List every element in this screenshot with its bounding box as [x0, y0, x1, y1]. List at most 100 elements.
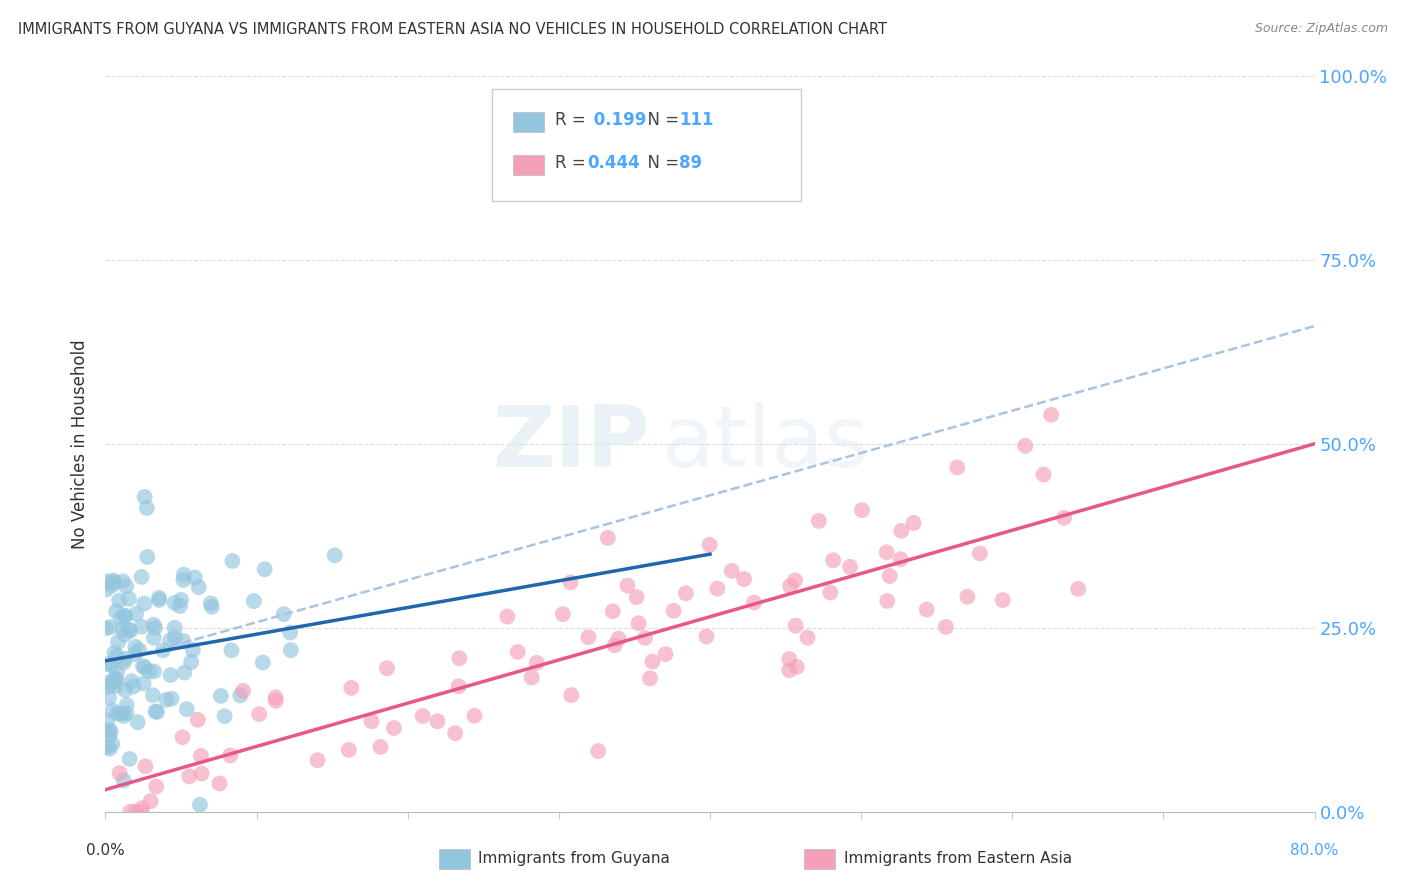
Point	[253, 562, 276, 576]
Point	[219, 748, 242, 763]
Point	[184, 571, 207, 585]
Point	[103, 574, 125, 588]
Point	[98, 690, 121, 705]
Point	[152, 643, 174, 657]
Point	[160, 691, 183, 706]
Point	[786, 660, 808, 674]
Text: 0.0%: 0.0%	[86, 843, 125, 858]
Point	[375, 661, 398, 675]
Text: Source: ZipAtlas.com: Source: ZipAtlas.com	[1254, 22, 1388, 36]
Point	[125, 607, 148, 621]
Point	[1067, 582, 1090, 596]
Point	[626, 590, 648, 604]
Point	[560, 575, 582, 590]
Point	[112, 709, 135, 723]
Point	[180, 655, 202, 669]
Point	[112, 656, 135, 670]
Point	[876, 594, 898, 608]
Point	[1014, 439, 1036, 453]
Text: N =: N =	[637, 154, 685, 172]
Point	[264, 690, 287, 705]
Point	[280, 643, 302, 657]
Point	[560, 688, 582, 702]
Point	[163, 621, 186, 635]
Point	[97, 723, 120, 738]
Point	[188, 797, 211, 812]
Point	[105, 706, 128, 721]
Point	[134, 660, 156, 674]
Point	[463, 708, 485, 723]
Point	[107, 635, 129, 649]
Point	[132, 659, 155, 673]
Point	[100, 724, 122, 739]
Point	[143, 621, 166, 635]
Point	[121, 674, 143, 689]
Point	[447, 679, 470, 693]
Point	[969, 546, 991, 560]
Point	[783, 574, 806, 588]
Point	[360, 714, 382, 729]
Text: Immigrants from Eastern Asia: Immigrants from Eastern Asia	[844, 851, 1071, 865]
Point	[935, 620, 957, 634]
Point	[115, 579, 138, 593]
Point	[634, 631, 657, 645]
Point	[96, 582, 118, 597]
Point	[114, 609, 136, 624]
Point	[851, 503, 873, 517]
Point	[124, 805, 146, 819]
Point	[187, 580, 209, 594]
Point	[796, 631, 818, 645]
Point	[138, 664, 160, 678]
Point	[496, 609, 519, 624]
Point	[187, 713, 209, 727]
Point	[778, 652, 800, 666]
Point	[131, 801, 153, 815]
Point	[173, 665, 195, 680]
Point	[98, 620, 121, 634]
Point	[136, 549, 159, 564]
Point	[247, 707, 270, 722]
Point	[97, 657, 120, 671]
Point	[110, 706, 132, 721]
Point	[146, 705, 169, 719]
Point	[98, 677, 121, 691]
Point	[1053, 511, 1076, 525]
Text: 80.0%: 80.0%	[1291, 843, 1339, 858]
Point	[229, 689, 252, 703]
Point	[96, 740, 118, 755]
Text: ZIP: ZIP	[492, 402, 650, 485]
Text: 0.444: 0.444	[588, 154, 641, 172]
Point	[991, 593, 1014, 607]
Point	[165, 631, 187, 645]
Point	[163, 596, 186, 610]
Point	[602, 604, 624, 618]
Point	[586, 744, 609, 758]
Point	[134, 597, 156, 611]
Point	[142, 617, 165, 632]
Point	[98, 729, 121, 743]
Point	[118, 752, 141, 766]
Point	[143, 665, 166, 679]
Point	[264, 694, 287, 708]
Point	[159, 633, 181, 648]
Point	[122, 680, 145, 694]
Point	[603, 638, 626, 652]
Point	[820, 585, 842, 599]
Point	[946, 460, 969, 475]
Point	[169, 599, 191, 613]
Point	[903, 516, 925, 530]
Point	[956, 590, 979, 604]
Point	[132, 676, 155, 690]
Point	[214, 709, 236, 723]
Point	[706, 582, 728, 596]
Point	[520, 671, 543, 685]
Point	[120, 624, 142, 638]
Point	[105, 649, 128, 664]
Point	[1040, 408, 1063, 422]
Point	[221, 554, 243, 568]
Point	[742, 596, 765, 610]
Point	[120, 805, 142, 819]
Point	[638, 672, 661, 686]
Point	[444, 726, 467, 740]
Text: R =: R =	[555, 112, 592, 129]
